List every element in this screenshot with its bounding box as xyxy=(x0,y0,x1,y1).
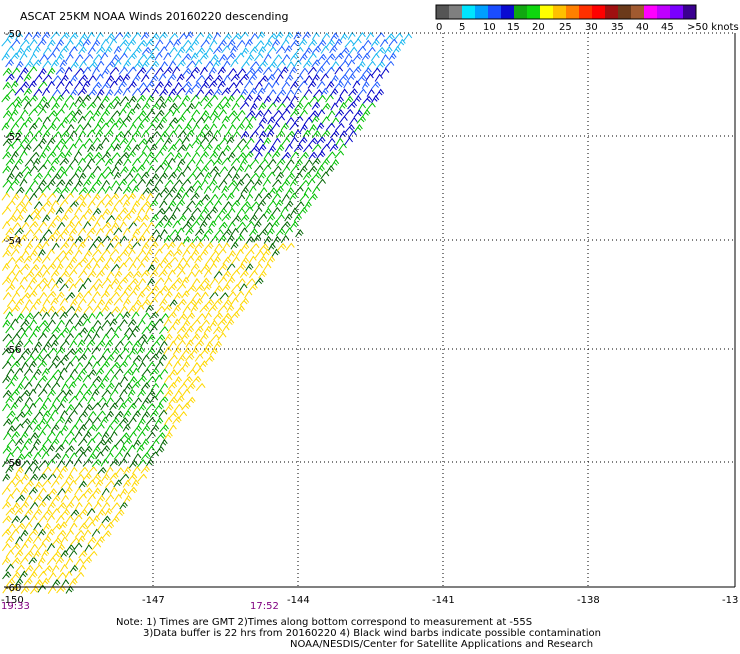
lat-label: -50 xyxy=(5,29,21,40)
notes: Note: 1) Times are GMT 2)Times along bot… xyxy=(116,617,601,650)
latitude-labels: -50 -52 -54 -56 -58 -60 xyxy=(5,29,21,594)
legend-swatch xyxy=(488,5,502,19)
legend-swatch xyxy=(514,5,528,19)
wind-barbs xyxy=(1,192,295,595)
legend-swatches xyxy=(436,5,697,19)
legend-swatch xyxy=(657,5,671,19)
pass-time: 17:52 xyxy=(250,601,279,612)
legend-label-35: 35 xyxy=(611,22,624,33)
legend-label-0: 0 xyxy=(436,22,442,33)
lon-label: -13 xyxy=(722,595,738,606)
legend-label-10: 10 xyxy=(483,22,496,33)
legend-swatch xyxy=(605,5,619,19)
lat-label: -52 xyxy=(5,132,21,143)
legend-swatch xyxy=(579,5,593,19)
legend-swatch xyxy=(501,5,515,19)
legend-label-15: 15 xyxy=(507,22,520,33)
legend-swatch xyxy=(670,5,684,19)
legend-swatch xyxy=(631,5,645,19)
legend-swatch xyxy=(644,5,658,19)
lat-label: -58 xyxy=(5,458,21,469)
lat-label: -56 xyxy=(5,345,21,356)
lon-label: -141 xyxy=(432,595,455,606)
lat-lon-grid xyxy=(4,32,735,587)
wind-barbs xyxy=(1,66,376,468)
legend-label-30: 30 xyxy=(585,22,598,33)
color-legend: 0 5 10 15 20 25 30 35 40 45 >50 knots xyxy=(435,4,739,33)
pass-times: 19:33 17:52 xyxy=(1,601,279,612)
legend-swatch xyxy=(553,5,567,19)
legend-swatch xyxy=(475,5,489,19)
legend-swatch xyxy=(436,5,450,19)
credit-line: NOAA/NESDIS/Center for Satellite Applica… xyxy=(290,639,593,650)
lon-label: -147 xyxy=(142,595,165,606)
wind-barbs xyxy=(5,66,390,160)
legend-frame xyxy=(435,4,697,20)
legend-swatch xyxy=(683,5,697,19)
legend-swatch xyxy=(462,5,476,19)
pass-time: 19:33 xyxy=(1,601,30,612)
lat-label: -54 xyxy=(5,236,21,247)
wind-barbs xyxy=(1,94,335,594)
legend-label-40: 40 xyxy=(636,22,649,33)
legend-swatch xyxy=(618,5,632,19)
legend-swatch xyxy=(540,5,554,19)
longitude-labels: -150 -147 -144 -141 -138 -13 xyxy=(1,595,738,606)
legend-label-25: 25 xyxy=(559,22,572,33)
note-line-1: Note: 1) Times are GMT 2)Times along bot… xyxy=(116,617,532,628)
note-line-2: 3)Data buffer is 22 hrs from 20160220 4)… xyxy=(143,628,601,639)
legend-label-5: 5 xyxy=(459,22,465,33)
map-title: ASCAT 25KM NOAA Winds 20160220 descendin… xyxy=(20,10,288,23)
lat-label: -60 xyxy=(5,583,21,594)
legend-swatch xyxy=(449,5,463,19)
legend-swatch xyxy=(527,5,541,19)
lon-label: -144 xyxy=(287,595,310,606)
wind-barb-layer xyxy=(1,31,413,595)
legend-swatch xyxy=(566,5,580,19)
lon-label: -138 xyxy=(577,595,600,606)
legend-label-45: 45 xyxy=(661,22,674,33)
legend-label-20: 20 xyxy=(532,22,545,33)
legend-label-50-knots: >50 knots xyxy=(687,22,739,33)
map-frame xyxy=(4,33,736,588)
legend-swatch xyxy=(592,5,606,19)
lon-label: -150 xyxy=(1,595,24,606)
